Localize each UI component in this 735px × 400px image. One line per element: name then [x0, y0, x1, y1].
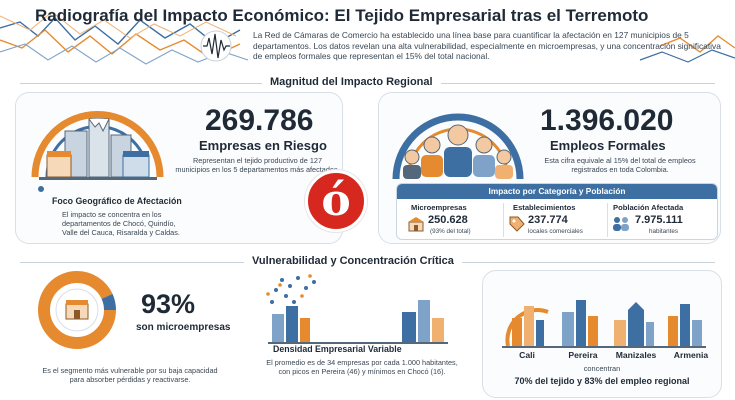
empresas-value: 269.786 [205, 104, 314, 137]
impacto-cell-title: Establecimientos [513, 203, 576, 212]
micro-desc: Es el segmento más vulnerable por su baj… [42, 366, 218, 384]
foco-marker [38, 186, 44, 192]
impacto-title: Impacto por Categoría y Población [397, 184, 717, 199]
impacto-cell-title: Población Afectada [613, 203, 684, 212]
damaged-buildings-illustration [31, 111, 164, 180]
densidad-desc: El promedio es de 34 empresas por cada 1… [266, 358, 458, 376]
brand-logo: ó [305, 170, 367, 232]
section-title-vulnerabilidad: Vulnerabilidad y Concentración Crítica [244, 255, 462, 267]
impacto-divider [607, 203, 608, 237]
empleos-label: Empleos Formales [550, 138, 666, 153]
impacto-box: Impacto por Categoría y Población Microe… [396, 183, 718, 240]
densidad-title: Densidad Empresarial Variable [273, 344, 402, 354]
cities-skyline-illustration [502, 300, 706, 348]
page-title: Radiografía del Impacto Económico: El Te… [35, 6, 649, 25]
impacto-cell-value: 250.628 [428, 214, 468, 226]
workers-illustration [392, 113, 524, 180]
people-icon [613, 217, 629, 231]
empresas-panel [15, 92, 343, 244]
city-density-illustration [266, 274, 448, 344]
brand-logo-glyph: ó [321, 175, 351, 226]
city-label: Manizales [615, 350, 657, 360]
tag-icon [509, 216, 525, 232]
micro-ring-illustration [38, 271, 116, 349]
header-wave-decoration [0, 11, 735, 65]
impacto-cell-sub: locales comerciales [528, 228, 583, 235]
impacto-divider [503, 203, 504, 237]
empleos-value: 1.396.020 [540, 104, 674, 137]
header: Radiografía del Impacto Económico: El Te… [0, 0, 735, 70]
impacto-cell-sub: (93% del total) [430, 228, 471, 235]
intro-text: La Red de Cámaras de Comercio ha estable… [253, 30, 721, 61]
impacto-cell-title: Microempresas [411, 203, 467, 212]
micro-label: son microempresas [136, 322, 231, 333]
impacto-cell-value: 7.975.111 [635, 214, 683, 226]
shop-icon [408, 217, 424, 232]
foco-text: El impacto se concentra en los departame… [62, 210, 180, 238]
section-title-magnitud: Magnitud del Impacto Regional [262, 76, 441, 88]
city-label: Pereira [568, 350, 598, 360]
city-label: Armenia [673, 350, 709, 360]
impacto-cell-sub: habitantes [649, 228, 679, 235]
micro-percent: 93% [141, 289, 196, 319]
concentran-text: concentran [583, 364, 621, 373]
city-label: Cali [519, 350, 535, 360]
empresas-desc: Representan el tejido productivo de 127 … [175, 156, 340, 174]
concentration-text: 70% del tejido y 83% del empleo regional [514, 376, 690, 386]
empresas-label: Empresas en Riesgo [199, 138, 327, 153]
impacto-cell-value: 237.774 [528, 214, 568, 226]
empleos-desc: Esta cifra equivale al 15% del total de … [544, 156, 696, 174]
foco-title: Foco Geográfico de Afectación [52, 196, 182, 206]
